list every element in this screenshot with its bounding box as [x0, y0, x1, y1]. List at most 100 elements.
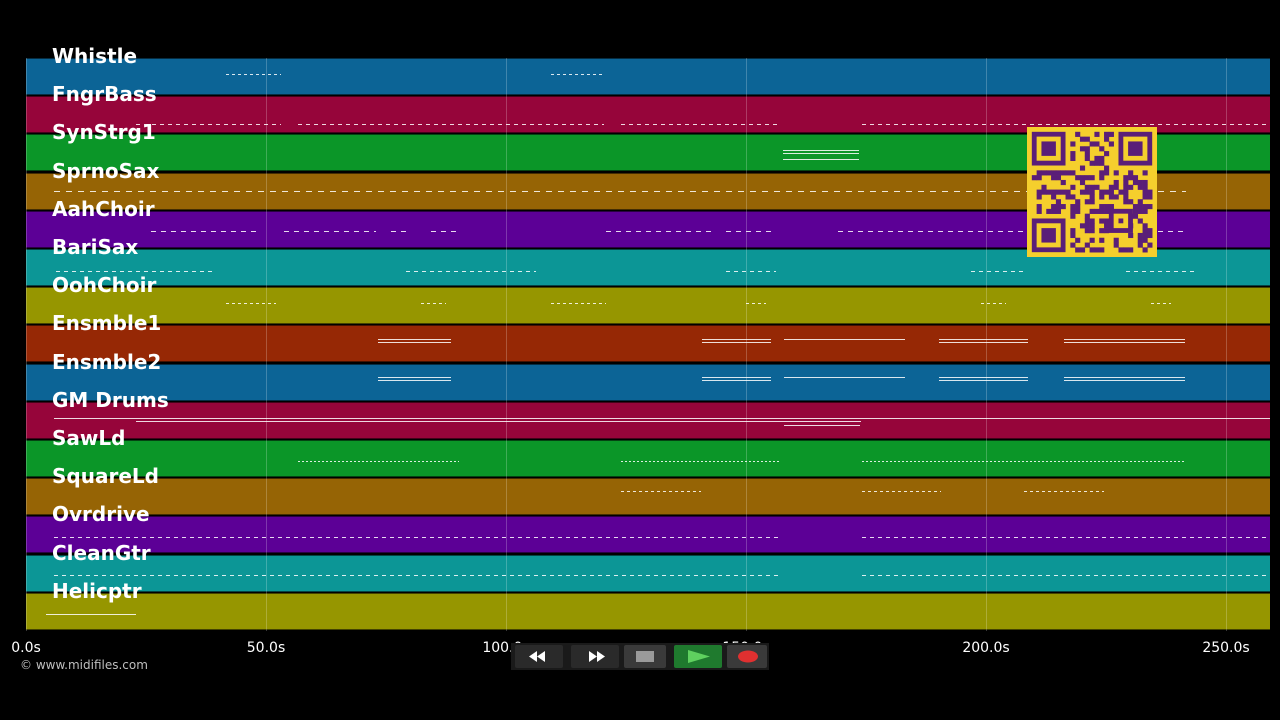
- midi-note: [638, 537, 642, 539]
- midi-note: [786, 190, 792, 192]
- midi-note: [554, 124, 558, 126]
- midi-note: [669, 491, 672, 493]
- midi-note: [558, 537, 562, 539]
- track-row-cleangtr[interactable]: [26, 554, 1270, 592]
- midi-note: [1050, 461, 1052, 462]
- midi-note: [378, 124, 382, 126]
- midi-note: [366, 190, 372, 192]
- midi-note: [551, 303, 554, 305]
- midi-note: [1246, 537, 1250, 539]
- midi-note: [446, 537, 450, 539]
- play-icon: [688, 650, 710, 663]
- midi-note: [874, 461, 876, 462]
- midi-note: [546, 124, 550, 126]
- midi-note: [970, 461, 972, 462]
- midi-note: [678, 574, 682, 576]
- midi-note: [402, 124, 406, 126]
- midi-note: [705, 461, 707, 462]
- midi-note: [998, 124, 1002, 126]
- track-row-oohchoir[interactable]: [26, 287, 1270, 325]
- midi-note: [749, 124, 753, 126]
- midi-note: [774, 537, 778, 539]
- midi-note: [666, 190, 672, 192]
- track-label: SynStrg1: [52, 120, 156, 145]
- qr-code[interactable]: [1027, 127, 1157, 257]
- midi-note: [1038, 574, 1042, 576]
- midi-note: [926, 574, 930, 576]
- midi-note: [574, 537, 578, 539]
- track-row-squareld[interactable]: [26, 478, 1270, 516]
- midi-note: [1062, 124, 1066, 126]
- midi-note: [1090, 461, 1092, 462]
- midi-note: [998, 537, 1002, 539]
- midi-note: [466, 124, 470, 126]
- midi-note: [742, 271, 746, 272]
- midi-note: [406, 461, 408, 462]
- midi-note: [322, 461, 324, 462]
- midi-note: [338, 461, 340, 462]
- midi-note: [1230, 537, 1234, 539]
- midi-note: [1094, 124, 1098, 126]
- midi-note: [633, 461, 635, 462]
- midi-note: [86, 537, 90, 539]
- track-row-gm-drums[interactable]: [26, 401, 1270, 439]
- midi-note: [250, 303, 253, 305]
- midi-note: [302, 461, 304, 462]
- midi-note: [966, 190, 972, 192]
- midi-note: [324, 230, 329, 232]
- track-row-helicptr[interactable]: [26, 592, 1270, 630]
- midi-note: [482, 124, 486, 126]
- midi-note: [733, 461, 735, 462]
- midi-note: [928, 491, 931, 493]
- midi-note: [1006, 574, 1010, 576]
- midi-note: [370, 461, 372, 462]
- midi-note: [758, 574, 762, 576]
- midi-note: [142, 537, 146, 539]
- track-row-ensmble1[interactable]: [26, 325, 1270, 363]
- track-row-whistle[interactable]: [26, 58, 1270, 95]
- track-row-ovrdrive[interactable]: [26, 516, 1270, 554]
- midi-note: [310, 537, 314, 539]
- midi-note: [685, 461, 687, 462]
- midi-note: [1018, 461, 1020, 462]
- track-row-sawld[interactable]: [26, 440, 1270, 477]
- midi-note: [718, 537, 722, 539]
- play-button[interactable]: [674, 645, 722, 668]
- rewind-button[interactable]: [515, 645, 563, 668]
- midi-note: [990, 461, 992, 462]
- stop-button[interactable]: [624, 645, 666, 668]
- midi-note: [246, 574, 250, 576]
- midi-note: [729, 461, 731, 462]
- midi-note: [773, 461, 775, 462]
- midi-note: [586, 124, 590, 126]
- track-row-ensmble2[interactable]: [26, 363, 1270, 401]
- midi-note: [128, 271, 132, 272]
- fast-forward-icon: [589, 651, 605, 662]
- time-tick-label: 250.0s: [1202, 640, 1250, 656]
- midi-note: [1178, 230, 1183, 232]
- fast-forward-button[interactable]: [571, 645, 619, 668]
- midi-note: [1190, 271, 1194, 272]
- midi-note: [406, 537, 410, 539]
- midi-note: [757, 124, 761, 126]
- midi-note: [470, 537, 474, 539]
- midi-note: [898, 230, 903, 232]
- midi-note: [914, 461, 916, 462]
- midi-note: [1064, 379, 1185, 381]
- midi-note: [598, 574, 602, 576]
- midi-note: [954, 190, 960, 192]
- midi-note: [1094, 574, 1098, 576]
- midi-note: [726, 190, 732, 192]
- midi-note: [1126, 124, 1130, 126]
- midi-note: [438, 190, 444, 192]
- midi-note: [593, 303, 596, 305]
- midi-note: [962, 461, 964, 462]
- midi-note: [310, 461, 312, 462]
- midi-note: [382, 461, 384, 462]
- midi-note: [391, 230, 396, 232]
- midi-note: [1190, 537, 1194, 539]
- midi-note: [862, 537, 866, 539]
- midi-note: [558, 574, 562, 576]
- record-button[interactable]: [727, 645, 767, 668]
- midi-note: [550, 574, 554, 576]
